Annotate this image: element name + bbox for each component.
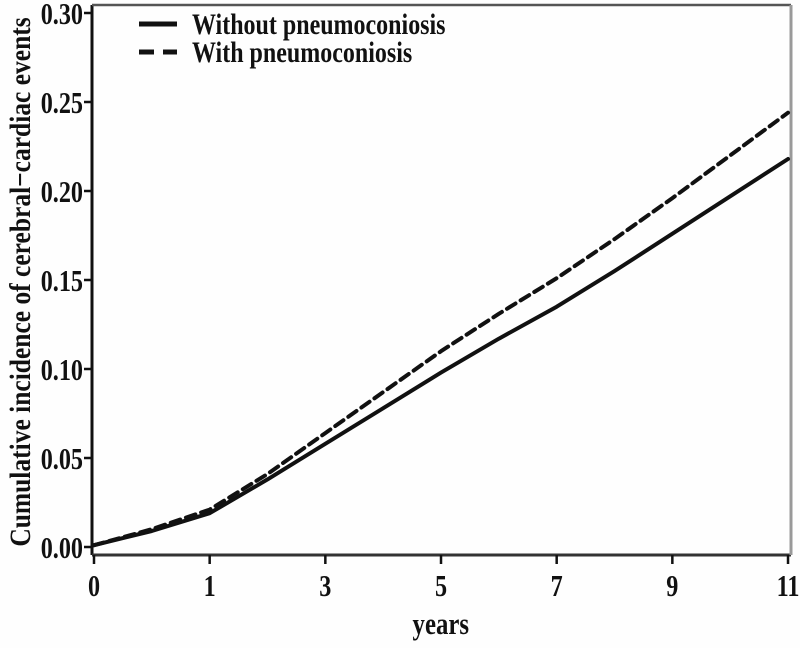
y-axis-label: Cumulative incidence of cerebral−cardiac… [4,17,37,547]
legend-label: Without pneumoconiosis [192,7,446,40]
x-tick-label: 5 [435,569,447,604]
x-tick-label: 11 [777,569,800,604]
x-tick-label: 1 [204,569,216,604]
series-line-with-pneumoconiosis [92,110,790,548]
data-series [92,110,790,548]
x-tick-label: 7 [551,569,563,604]
y-tick-label: 0.25 [41,86,83,121]
x-axis-label-group: years [413,607,470,641]
x-tick-label: 0 [88,569,100,604]
y-tick-label: 0.20 [41,175,83,210]
legend-label: With pneumoconiosis [192,35,412,68]
x-tick-label: 9 [666,569,678,604]
y-tick-label: 0.05 [41,442,83,477]
x-tick-label-group: 0 1 3 5 7 9 11 [88,569,799,604]
y-tick-label: 0.30 [41,0,83,32]
y-tick-label: 0.15 [41,264,83,299]
y-tick-label-group: 0.00 0.05 0.10 0.15 0.20 0.25 0.30 [41,0,83,566]
y-axis-ticks: 0.00 0.05 0.10 0.15 0.20 0.25 0.30 [41,0,92,566]
y-tick-label: 0.10 [41,353,83,388]
x-axis-ticks: 0 1 3 5 7 9 11 [88,555,799,604]
x-axis-label: years [413,607,470,641]
x-tick-label: 3 [319,569,331,604]
series-line-without-pneumoconiosis [92,157,790,548]
y-tick-label: 0.00 [41,531,83,566]
plot-frame [90,3,793,557]
